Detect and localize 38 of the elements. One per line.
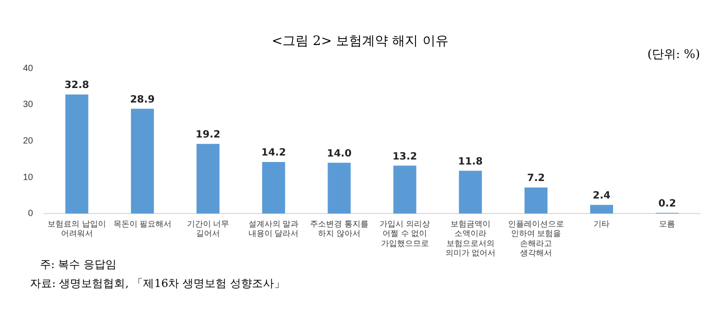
x-tick-label: 모름 — [659, 220, 676, 229]
x-tick-label: 주소변경 통지를 하지 않아서 — [310, 220, 368, 238]
x-tick-label: 보험료의 납입이 어려워서 — [48, 220, 106, 238]
x-tick-label: 가입시 의리상 어쩔 수 없이 가입했으므로 — [380, 220, 430, 248]
bar — [393, 166, 416, 214]
text: 주: 복수 응답임 — [40, 257, 117, 272]
data-label: 13.2 — [392, 151, 418, 162]
data-label: 14.0 — [326, 148, 352, 160]
bar — [262, 162, 286, 214]
bar — [590, 204, 614, 214]
data-label: 2.4 — [592, 190, 610, 202]
y-tick-label: 20 — [22, 135, 34, 146]
data-label: 7.2 — [527, 173, 545, 184]
x-tick-label: 목돈이 필요해서 — [113, 220, 172, 229]
x-tick-label: 기타 — [594, 220, 610, 229]
data-label: 14.2 — [261, 148, 286, 159]
x-tick-label: 기간이 너무 길어서 — [186, 220, 230, 238]
chart-title: <그림 2> 보험계약 해지 이유 — [272, 34, 448, 49]
text: 자료: 생명보험협회, 「제16차 생명보험 성향조사」 — [30, 276, 286, 291]
data-label: 11.8 — [458, 156, 483, 168]
bar — [328, 162, 351, 214]
data-label: 32.8 — [64, 80, 90, 92]
bar — [130, 108, 154, 214]
x-tick-label: 설계사의 말과 내용이 달라서 — [248, 220, 299, 238]
x-tick-label: 보험금액이 소액이라 보험으로서의 의미가 없어서 — [445, 220, 496, 258]
bar — [65, 94, 88, 214]
bar — [458, 170, 482, 214]
y-tick-label: 30 — [22, 99, 34, 110]
y-tick-label: 0 — [28, 208, 34, 218]
y-tick-label: 40 — [22, 62, 34, 73]
bar — [524, 187, 548, 214]
data-label: 19.2 — [196, 130, 220, 140]
data-label: 0.2 — [658, 198, 676, 210]
chart-subtitle: (단위: %) — [647, 46, 700, 63]
x-tick-label: 인플레이션으로 인하여 보험을 손해라고 생각해서 — [508, 220, 564, 258]
y-tick-label: 10 — [22, 172, 34, 182]
bar — [196, 144, 220, 214]
data-label: 28.9 — [130, 94, 155, 106]
